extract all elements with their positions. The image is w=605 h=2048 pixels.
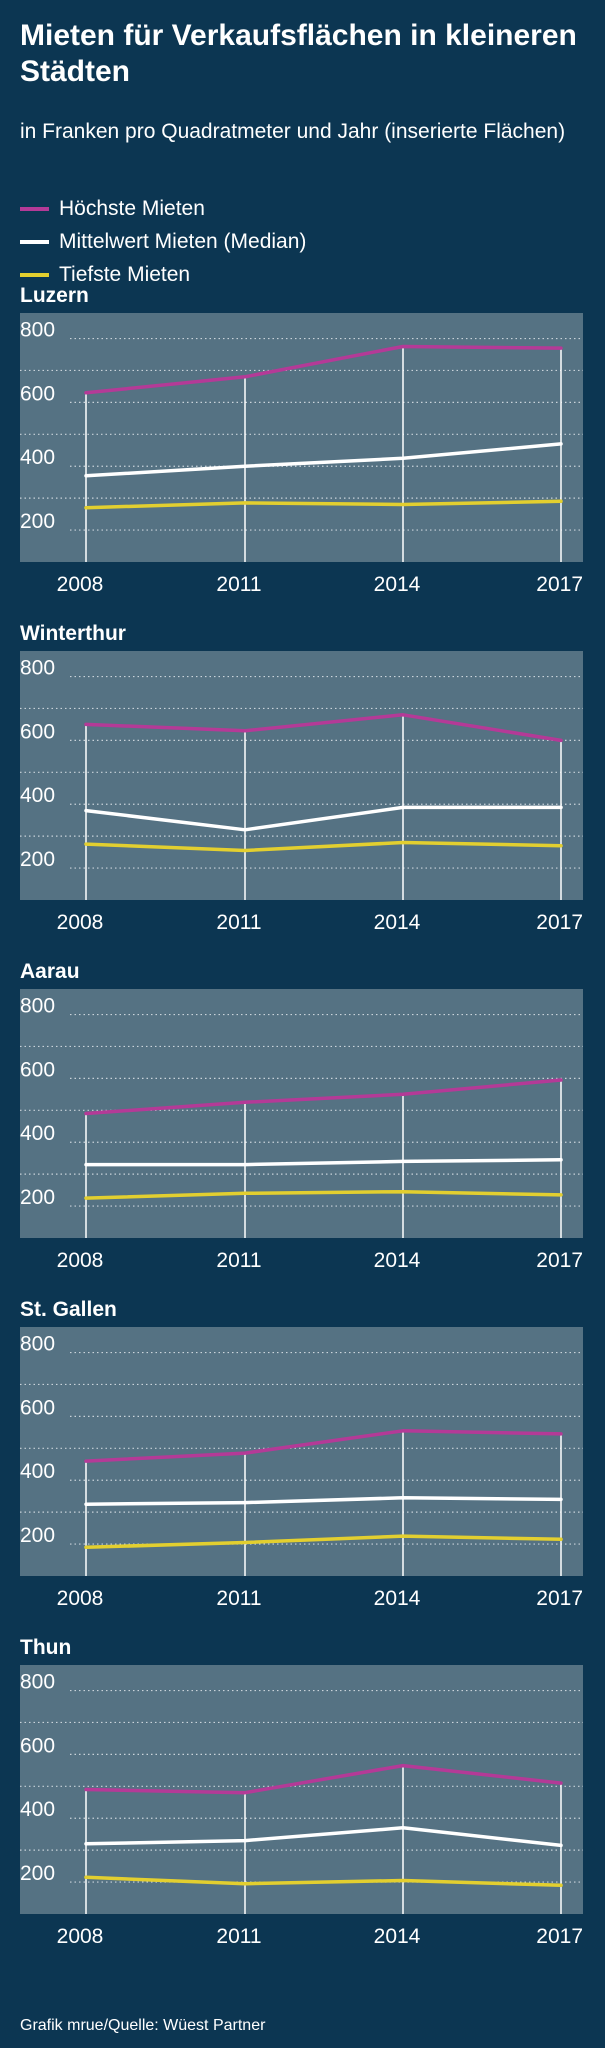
y-tick-winterthur-400: 400 bbox=[20, 784, 55, 807]
y-tick-aarau-400: 400 bbox=[20, 1122, 55, 1145]
legend-swatch-high bbox=[20, 206, 49, 211]
x-tick-aarau-2014: 2014 bbox=[374, 1249, 421, 1272]
legend-label-low: Tiefste Mieten bbox=[59, 262, 191, 286]
series-line-thun-median bbox=[84, 1826, 563, 1848]
chart-luzern: Luzern 200 400 600 800 2008 2011 2014 2017 bbox=[20, 284, 583, 596]
x-tick-thun-2008: 2008 bbox=[57, 1925, 104, 1948]
plot-area-st-gallen bbox=[20, 1327, 583, 1576]
y-tick-st-gallen-600: 600 bbox=[20, 1396, 55, 1419]
y-tick-st-gallen-200: 200 bbox=[20, 1524, 55, 1547]
y-tick-aarau-600: 600 bbox=[20, 1058, 55, 1081]
series-line-winterthur-high bbox=[84, 713, 563, 743]
y-tick-aarau-800: 800 bbox=[20, 995, 55, 1018]
y-tick-st-gallen-400: 400 bbox=[20, 1460, 55, 1483]
y-tick-luzern-800: 800 bbox=[20, 319, 55, 342]
chart-aarau: Aarau 200 400 600 800 2008 2011 2014 2017 bbox=[20, 960, 583, 1272]
legend-item-low: Tiefste Mieten bbox=[20, 258, 306, 291]
page-title: Mieten für Verkaufsflächen in kleineren … bbox=[20, 19, 577, 88]
x-tick-luzern-2017: 2017 bbox=[536, 573, 583, 596]
legend-swatch-low bbox=[20, 272, 49, 277]
y-tick-winterthur-200: 200 bbox=[20, 848, 55, 871]
x-tick-winterthur-2008: 2008 bbox=[57, 911, 104, 934]
legend: Höchste Mieten Mittelwert Mieten (Median… bbox=[20, 192, 306, 291]
x-tick-aarau-2008: 2008 bbox=[57, 1249, 104, 1272]
series-line-aarau-median bbox=[84, 1158, 563, 1167]
y-tick-thun-800: 800 bbox=[20, 1671, 55, 1694]
x-tick-thun-2017: 2017 bbox=[536, 1925, 583, 1948]
x-tick-st-gallen-2017: 2017 bbox=[536, 1587, 583, 1610]
y-tick-luzern-400: 400 bbox=[20, 446, 55, 469]
x-tick-thun-2011: 2011 bbox=[216, 1925, 261, 1948]
chart-title-thun: Thun bbox=[20, 1636, 71, 1659]
series-line-winterthur-low bbox=[84, 840, 563, 853]
series-line-thun-low bbox=[84, 1875, 563, 1888]
x-tick-luzern-2008: 2008 bbox=[57, 573, 104, 596]
chart-st-gallen: St. Gallen 200 400 600 800 2008 2011 2014 2017 bbox=[20, 1298, 583, 1610]
legend-label-high: Höchste Mieten bbox=[59, 196, 205, 220]
chart-title-st-gallen: St. Gallen bbox=[20, 1298, 117, 1321]
y-tick-thun-600: 600 bbox=[20, 1734, 55, 1757]
y-tick-st-gallen-800: 800 bbox=[20, 1333, 55, 1356]
plot-area-winterthur bbox=[20, 651, 583, 900]
y-tick-luzern-200: 200 bbox=[20, 510, 55, 533]
chart-title-winterthur: Winterthur bbox=[20, 622, 126, 645]
x-tick-winterthur-2017: 2017 bbox=[536, 911, 583, 934]
y-tick-winterthur-600: 600 bbox=[20, 720, 55, 743]
x-tick-aarau-2017: 2017 bbox=[536, 1249, 583, 1272]
series-line-aarau-low bbox=[84, 1189, 563, 1200]
series-line-aarau-high bbox=[84, 1078, 563, 1116]
x-tick-luzern-2014: 2014 bbox=[374, 573, 421, 596]
series-line-luzern-high bbox=[84, 344, 563, 395]
y-tick-luzern-600: 600 bbox=[20, 382, 55, 405]
x-tick-luzern-2011: 2011 bbox=[216, 573, 261, 596]
source-note: Grafik mrue/Quelle: Wüest Partner bbox=[20, 2017, 266, 2034]
legend-item-high: Höchste Mieten bbox=[20, 192, 306, 225]
legend-swatch-median bbox=[20, 239, 49, 244]
series-line-st-gallen-median bbox=[84, 1496, 563, 1506]
plot-area-luzern bbox=[20, 313, 583, 562]
y-tick-thun-400: 400 bbox=[20, 1798, 55, 1821]
chart-subtitle: in Franken pro Quadratmeter und Jahr (in… bbox=[20, 120, 566, 143]
x-tick-winterthur-2011: 2011 bbox=[216, 911, 261, 934]
series-line-winterthur-median bbox=[84, 805, 563, 832]
series-line-thun-high bbox=[84, 1763, 563, 1795]
chart-thun: Thun 200 400 600 800 2008 2011 2014 2017 bbox=[20, 1636, 583, 1948]
y-tick-winterthur-800: 800 bbox=[20, 657, 55, 680]
legend-label-median: Mittelwert Mieten (Median) bbox=[59, 229, 307, 253]
x-tick-st-gallen-2011: 2011 bbox=[216, 1587, 261, 1610]
chart-title-luzern: Luzern bbox=[20, 284, 89, 307]
x-tick-st-gallen-2014: 2014 bbox=[374, 1587, 421, 1610]
legend-item-median: Mittelwert Mieten (Median) bbox=[20, 225, 306, 258]
y-tick-thun-200: 200 bbox=[20, 1862, 55, 1885]
chart-winterthur: Winterthur 200 400 600 800 2008 2011 2014 2017 bbox=[20, 622, 583, 934]
x-tick-winterthur-2014: 2014 bbox=[374, 911, 421, 934]
x-tick-st-gallen-2008: 2008 bbox=[57, 1587, 104, 1610]
series-line-luzern-low bbox=[84, 499, 563, 510]
x-tick-aarau-2011: 2011 bbox=[216, 1249, 261, 1272]
series-line-st-gallen-high bbox=[84, 1429, 563, 1463]
x-tick-thun-2014: 2014 bbox=[374, 1925, 421, 1948]
y-tick-aarau-200: 200 bbox=[20, 1186, 55, 1209]
series-line-st-gallen-low bbox=[84, 1534, 563, 1550]
chart-title-aarau: Aarau bbox=[20, 960, 80, 983]
series-line-luzern-median bbox=[84, 442, 563, 478]
